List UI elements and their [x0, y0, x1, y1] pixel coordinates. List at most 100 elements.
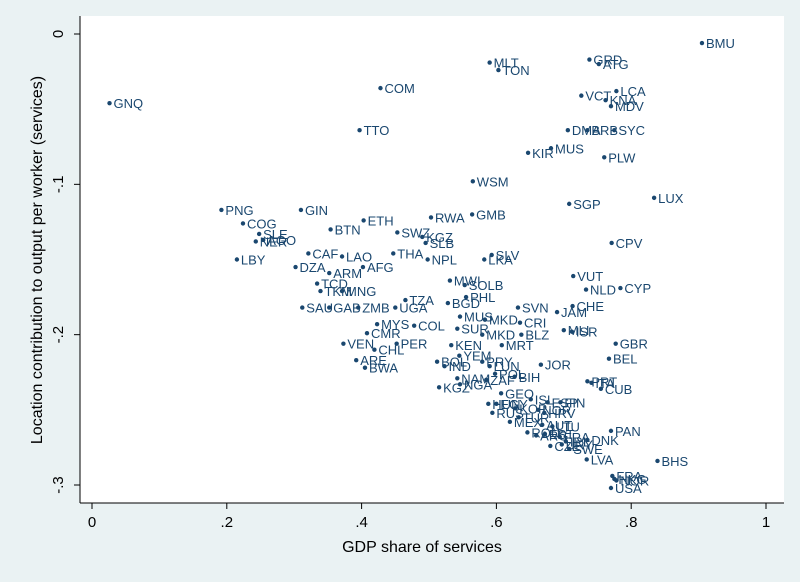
data-point [457, 314, 463, 319]
data-point-label: PRT [591, 374, 617, 389]
data-point-label: FRA [564, 430, 590, 445]
data-point-label: NLD [590, 283, 616, 298]
data-point-label: NER [260, 234, 287, 249]
data-point-label: VUT [577, 269, 603, 284]
data-point [557, 434, 562, 440]
data-point [516, 415, 521, 420]
data-point-label: ARM [333, 266, 362, 281]
data-point [256, 231, 262, 237]
data-point [298, 207, 304, 213]
data-point-label: SOLB [469, 278, 504, 293]
data-point-label: HRV [548, 406, 576, 421]
plot-area [80, 16, 784, 503]
y-tick-label: -.2 [50, 326, 67, 344]
data-point-label: ZMB [362, 301, 389, 316]
data-point [447, 278, 453, 283]
data-point-label: SAU [306, 301, 333, 316]
data-point [585, 128, 590, 133]
data-point [293, 264, 298, 270]
data-point [425, 257, 430, 262]
data-point-label: POL [499, 367, 525, 382]
data-point [496, 67, 501, 73]
data-point-label: WSM [477, 174, 509, 189]
data-point-label: COL [418, 319, 445, 334]
data-point-label: COM [384, 81, 414, 96]
data-point-label: GIN [305, 203, 328, 218]
data-point [372, 347, 377, 352]
data-point [360, 264, 366, 270]
data-point [533, 433, 539, 438]
data-point [608, 103, 614, 109]
data-point-label: SLE [263, 227, 288, 242]
data-point [554, 309, 560, 315]
data-point [584, 457, 589, 462]
data-point-label: JOR [545, 358, 571, 373]
data-point-label: MLT [494, 56, 519, 71]
data-point [391, 251, 396, 256]
data-point [482, 317, 488, 322]
data-point [354, 358, 359, 363]
data-point [462, 282, 467, 288]
data-point-label: BIH [519, 370, 541, 385]
data-point [423, 240, 428, 246]
data-point [306, 251, 311, 256]
data-point [517, 320, 523, 325]
data-point-label: CMR [371, 326, 401, 341]
data-point-label: GEO [505, 386, 534, 401]
data-point [563, 439, 569, 444]
data-point-label: ARG [540, 428, 568, 443]
data-point-label: KGZ [443, 380, 470, 395]
data-point-label: SVN [522, 301, 549, 316]
y-axis-title: Location contribution to output per work… [29, 76, 46, 444]
data-point [561, 327, 566, 333]
data-point [395, 230, 400, 235]
data-point-label: LUN [494, 359, 520, 374]
data-point [550, 424, 555, 429]
data-point [548, 146, 554, 151]
data-point-label: TTO [364, 123, 390, 138]
data-point [498, 391, 504, 396]
y-axis-ticks: 0 -.1 -.2 -.3 [50, 30, 80, 494]
data-point-label: LKA [488, 253, 513, 268]
data-point-label: MNG [346, 284, 376, 299]
x-axis-title: GDP share of services [342, 539, 502, 556]
data-point [613, 341, 618, 346]
data-point-label: GMB [476, 207, 506, 222]
data-point-label: ZAF [490, 373, 515, 388]
data-point [608, 428, 614, 434]
data-point [515, 305, 521, 310]
data-point-label: MKD [489, 313, 518, 328]
data-point-label: CHE [577, 299, 605, 314]
data-point-label: NPL [432, 253, 457, 268]
data-point-label: KIR [532, 146, 554, 161]
data-point-label: LTU [556, 419, 580, 434]
data-point-label: CPV [616, 236, 643, 251]
data-point [525, 430, 530, 435]
data-point-label: USA [615, 481, 642, 496]
data-point [490, 410, 495, 416]
data-point-label: HKG [618, 472, 646, 487]
data-point-label: MLI [568, 323, 590, 338]
data-point [548, 443, 553, 449]
data-point [339, 254, 345, 259]
data-point [107, 100, 112, 106]
data-point [655, 458, 660, 464]
data-point [393, 305, 398, 310]
x-tick-label: 0 [88, 514, 96, 531]
data-point-label: MWI [454, 274, 481, 289]
data-point-label: MKD [486, 328, 515, 343]
data-point [260, 237, 266, 243]
data-point-label: KGZ [426, 230, 453, 245]
data-point [378, 85, 383, 91]
data-point-label: CHL [378, 343, 404, 358]
data-point-label: PAN [615, 424, 641, 439]
data-point [362, 365, 368, 370]
data-point-label: BLZ [525, 328, 549, 343]
data-point [394, 341, 399, 346]
data-point [487, 60, 492, 65]
data-point-label: MYS [381, 317, 410, 332]
data-point-label: LCA [620, 84, 646, 99]
x-tick-label: .2 [221, 514, 234, 531]
data-point [327, 305, 332, 310]
data-point-label: GAB [333, 301, 360, 316]
